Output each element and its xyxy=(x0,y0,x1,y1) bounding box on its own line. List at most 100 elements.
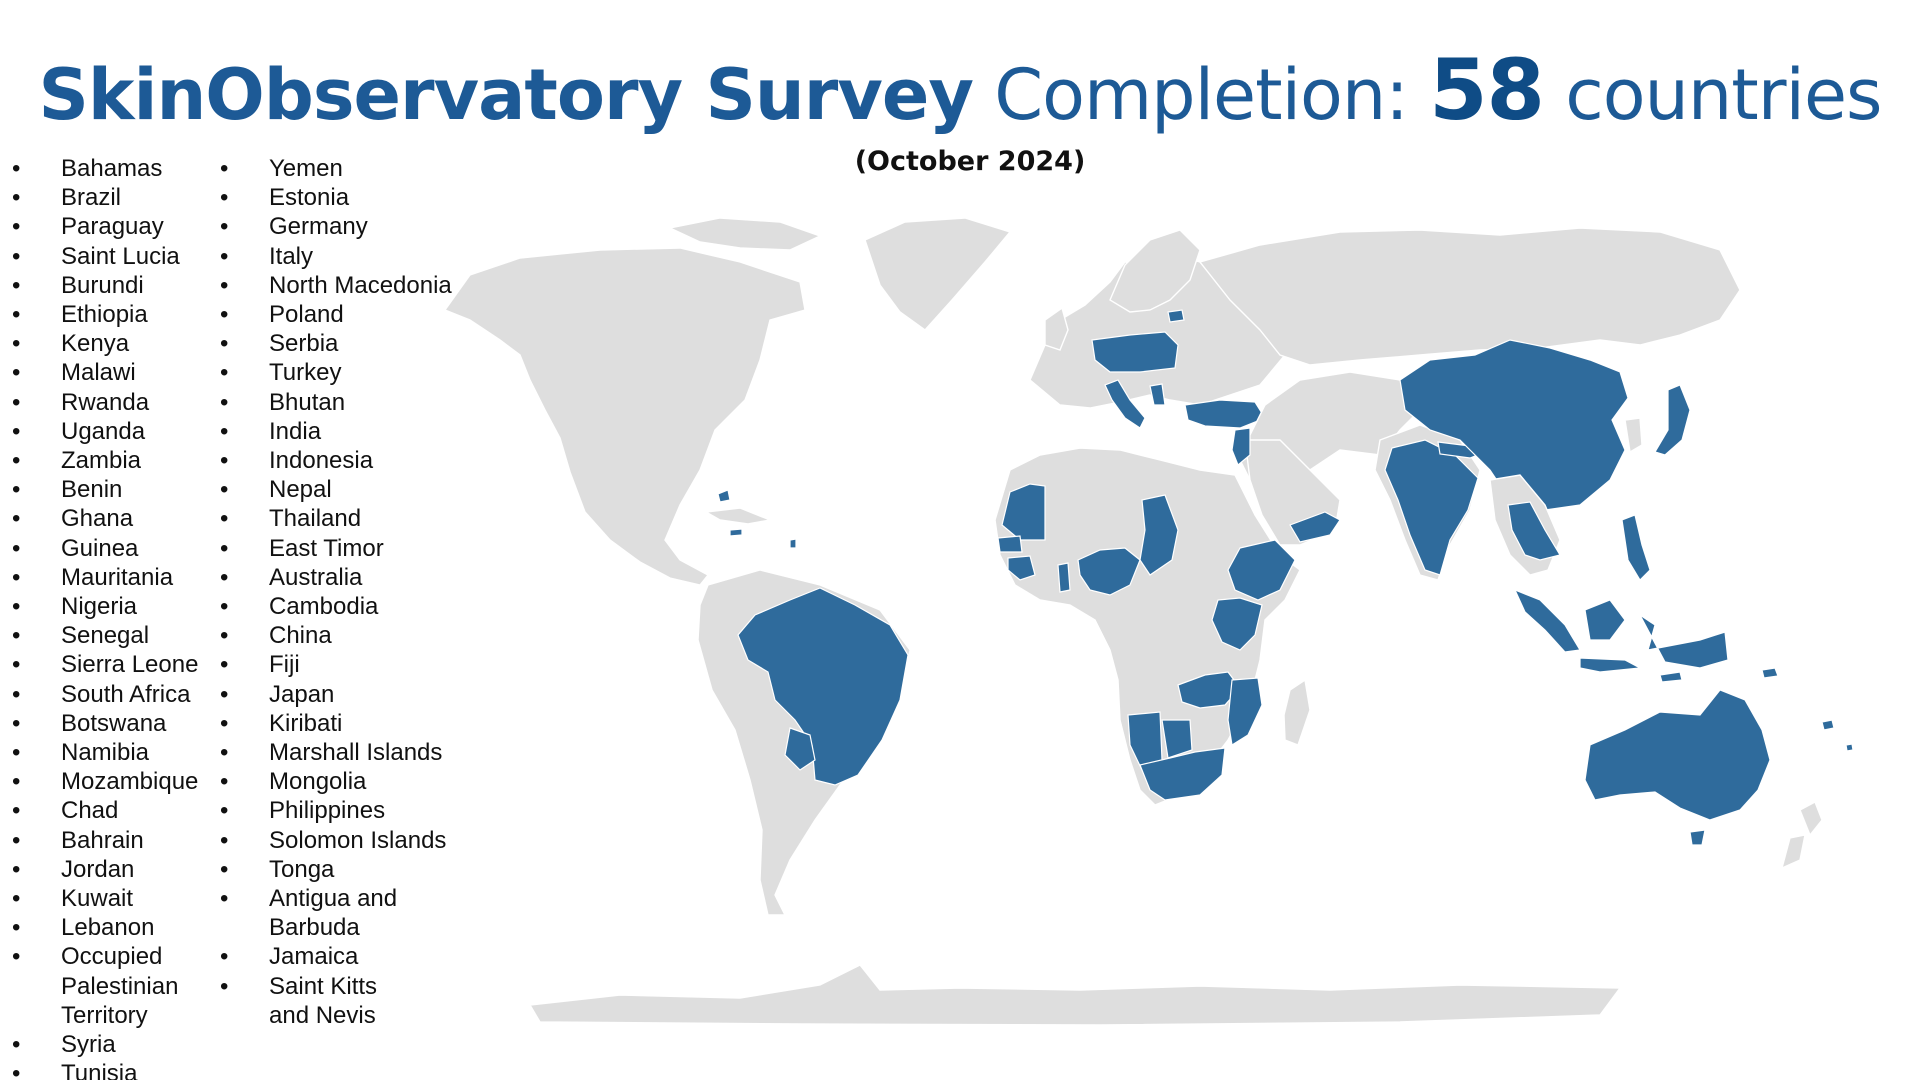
china-mongolia xyxy=(1399,339,1629,511)
country-name: Benin xyxy=(61,476,123,504)
bullet-icon: • xyxy=(220,563,229,591)
scandinavia xyxy=(1109,229,1201,313)
country-list-item: • Chad xyxy=(12,796,198,825)
bullet-icon: • xyxy=(12,534,21,562)
country-name: Japan xyxy=(269,680,335,708)
country-list-item: • Nigeria xyxy=(12,592,198,621)
thailand-cambodia xyxy=(1507,501,1561,561)
turkey xyxy=(1184,399,1266,429)
country-name: Syria xyxy=(61,1031,116,1059)
ethiopia xyxy=(1227,539,1296,601)
bullet-icon: • xyxy=(220,505,229,533)
country-list-item: • Japan xyxy=(220,680,452,709)
country-list-item: • Thailand xyxy=(220,504,452,533)
country-list-item: • Jordan xyxy=(12,855,198,884)
country-list-item: • Germany xyxy=(220,212,452,241)
country-name: Namibia xyxy=(61,739,150,767)
country-name: Sierra Leone xyxy=(61,651,199,679)
country-name: Italy xyxy=(269,242,314,270)
uk xyxy=(1044,306,1069,351)
country-name: Saint Lucia xyxy=(61,242,180,270)
country-name: Brazil xyxy=(61,184,122,212)
bullet-icon: • xyxy=(12,271,21,299)
country-list-item: • Marshall Islands xyxy=(220,738,452,767)
bullet-icon: • xyxy=(12,709,21,737)
country-list-item: • Burundi xyxy=(12,271,198,300)
bullet-icon: • xyxy=(220,242,229,270)
bullet-icon: • xyxy=(12,184,21,212)
country-name: Kuwait xyxy=(61,885,134,913)
bullet-icon: • xyxy=(220,622,229,650)
country-name: Rwanda xyxy=(61,388,150,416)
country-list-item: • Turkey xyxy=(220,358,452,387)
country-list-item: • East Timor xyxy=(220,534,452,563)
solomon-islands xyxy=(1761,667,1779,679)
country-name: Guinea xyxy=(61,534,139,562)
country-list-item: • Indonesia xyxy=(220,446,452,475)
country-list-item: • Malawi xyxy=(12,358,198,387)
bullet-icon: • xyxy=(220,301,229,329)
bullet-icon: • xyxy=(12,1031,21,1059)
bullet-icon: • xyxy=(12,505,21,533)
country-list-item: • Lebanon xyxy=(12,913,198,942)
italy xyxy=(1104,379,1146,429)
country-name: Solomon Islands xyxy=(269,826,447,854)
bullet-icon: • xyxy=(220,826,229,854)
antarctica xyxy=(528,964,1622,1026)
bullet-icon: • xyxy=(220,709,229,737)
country-name: Zambia xyxy=(61,447,142,475)
bullet-icon: • xyxy=(12,242,21,270)
bullet-icon: • xyxy=(12,563,21,591)
country-list-item: • Uganda xyxy=(12,417,198,446)
country-name: Turkey xyxy=(269,359,342,387)
russia xyxy=(1198,227,1741,366)
bullet-icon: • xyxy=(12,301,21,329)
ghana xyxy=(1057,562,1071,593)
country-name: Lebanon xyxy=(61,914,155,942)
country-name: Botswana xyxy=(61,709,167,737)
bahamas xyxy=(717,489,731,503)
country-name: Chad xyxy=(61,797,119,825)
country-list-item: • Solomon Islands xyxy=(220,826,452,855)
country-list-item: • Zambia xyxy=(12,446,198,475)
country-list-item: • Brazil xyxy=(12,183,198,212)
bullet-icon: • xyxy=(12,797,21,825)
country-name: Nigeria xyxy=(61,593,138,621)
australia xyxy=(1584,689,1771,821)
country-list-column-1: • Bahamas • Brazil • Paraguay • Saint Lucia • Bur… xyxy=(12,154,198,1080)
bullet-icon: • xyxy=(220,768,229,796)
title-light-part: Completion: xyxy=(994,54,1409,136)
country-list-item: • Nepal xyxy=(220,475,452,504)
guinea-sl xyxy=(1007,555,1036,581)
country-name: Marshall Islands xyxy=(269,739,443,767)
sumatra xyxy=(1513,588,1581,653)
germany-poland xyxy=(1091,331,1179,373)
country-list-item: • Saint Kitts and Nevis xyxy=(220,972,410,1030)
country-list-item: • Mauritania xyxy=(12,563,198,592)
jamaica xyxy=(729,528,743,537)
country-name: Malawi xyxy=(61,359,136,387)
borneo xyxy=(1584,599,1626,641)
country-name: Serbia xyxy=(269,330,339,358)
country-list-item: • Yemen xyxy=(220,154,452,183)
country-name: Kenya xyxy=(61,330,130,358)
bullet-icon: • xyxy=(220,388,229,416)
bullet-icon: • xyxy=(220,943,229,971)
country-name: Jamaica xyxy=(269,943,359,971)
country-name: Germany xyxy=(269,213,368,241)
bullet-icon: • xyxy=(220,417,229,445)
country-name: Uganda xyxy=(61,417,146,445)
east-africa xyxy=(1211,597,1263,651)
country-name: Tonga xyxy=(269,855,335,883)
country-name: Ghana xyxy=(61,505,134,533)
bullet-icon: • xyxy=(220,534,229,562)
country-list-item: • Senegal xyxy=(12,621,198,650)
bullet-icon: • xyxy=(12,885,21,913)
bullet-icon: • xyxy=(12,943,21,971)
page-title: SkinObservatory Survey Completion: 58 co… xyxy=(0,48,1920,132)
java xyxy=(1579,657,1643,673)
country-name: Tunisia xyxy=(61,1060,138,1080)
country-name: South Africa xyxy=(61,680,191,708)
cuba xyxy=(703,507,773,525)
title-country-count: 58 xyxy=(1429,41,1545,139)
